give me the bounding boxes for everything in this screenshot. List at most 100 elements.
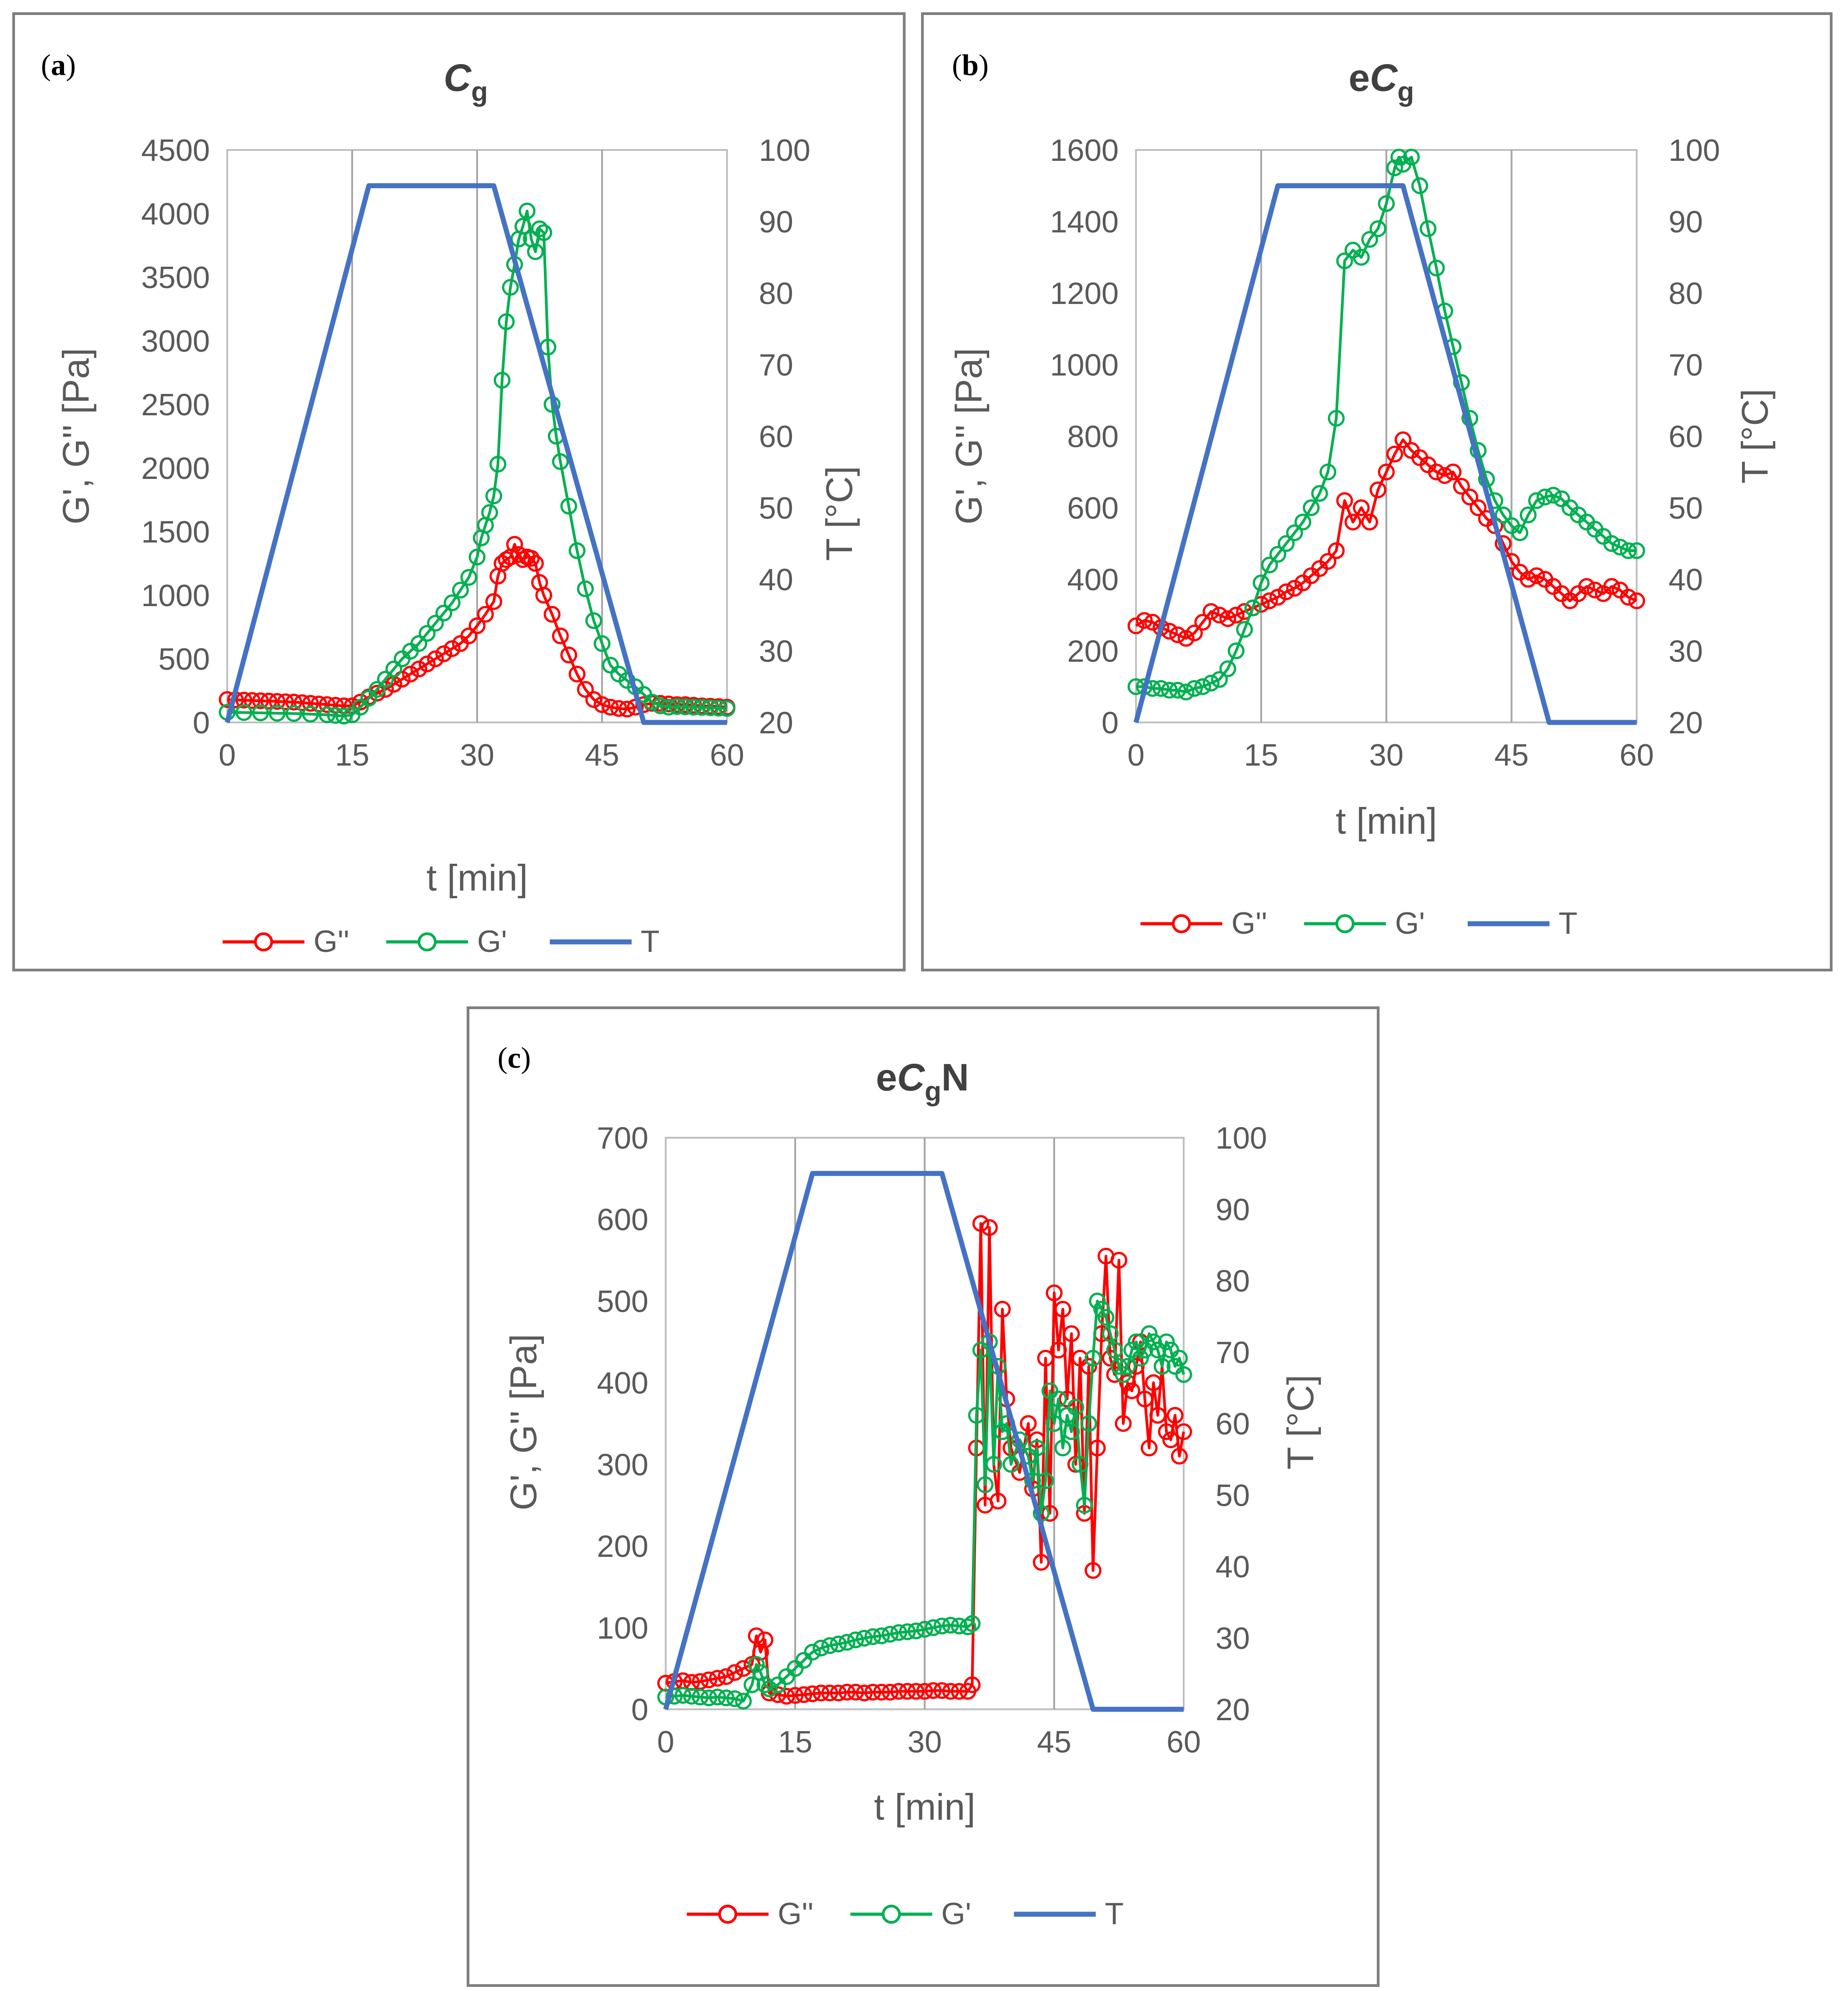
data-point xyxy=(1046,1415,1063,1432)
data-point xyxy=(1093,1300,1110,1318)
legend-label: G'' xyxy=(314,924,349,959)
data-point xyxy=(942,1683,959,1700)
data-point xyxy=(1046,1284,1063,1301)
data-point xyxy=(933,1682,951,1699)
data-point xyxy=(1403,149,1420,166)
data-point xyxy=(1028,1439,1046,1457)
data-point xyxy=(994,1300,1011,1318)
data-point xyxy=(514,218,532,235)
data-point xyxy=(1050,1390,1067,1408)
data-point xyxy=(1161,682,1178,699)
data-point xyxy=(702,699,719,717)
y-left-tick-label: 500 xyxy=(159,642,210,677)
data-point xyxy=(890,1683,907,1700)
data-point xyxy=(743,1676,761,1693)
data-point xyxy=(830,1635,847,1653)
data-point xyxy=(1620,542,1637,559)
data-point xyxy=(787,1687,804,1704)
data-point xyxy=(710,700,727,717)
data-point xyxy=(1119,1358,1136,1375)
y-left-tick-label: 3500 xyxy=(141,260,210,295)
data-point xyxy=(976,1476,994,1493)
x-tick-label: 45 xyxy=(585,738,619,772)
data-point xyxy=(964,1615,981,1632)
data-point xyxy=(899,1683,916,1700)
data-point xyxy=(427,650,444,667)
data-point xyxy=(1054,1300,1071,1318)
data-point xyxy=(882,1626,899,1643)
data-point xyxy=(882,1683,899,1701)
data-point xyxy=(1461,488,1479,506)
legend-item: T xyxy=(550,924,660,959)
data-point xyxy=(585,612,603,629)
data-point xyxy=(1111,1252,1127,1269)
legend-label: T xyxy=(641,924,660,959)
data-point xyxy=(1115,1415,1132,1432)
legend-marker xyxy=(1172,914,1191,933)
data-point xyxy=(252,704,269,722)
x-tick-label: 60 xyxy=(1619,738,1654,772)
data-point xyxy=(1328,542,1345,559)
data-point xyxy=(709,1688,726,1706)
y-left-tick-label: 400 xyxy=(1067,562,1119,597)
data-point xyxy=(838,1634,856,1651)
data-point xyxy=(1294,513,1311,531)
data-point xyxy=(585,691,603,708)
x-tick-label: 30 xyxy=(907,1725,942,1759)
y-right-tick-label: 50 xyxy=(759,491,793,526)
data-point xyxy=(1132,1349,1149,1367)
data-point xyxy=(1158,1333,1175,1350)
data-point xyxy=(757,1631,773,1648)
data-point xyxy=(830,1684,847,1702)
legend-marker xyxy=(418,932,437,951)
data-point xyxy=(968,1407,985,1424)
y-right-tick-label: 60 xyxy=(1215,1407,1250,1441)
y-left-tick-label: 0 xyxy=(631,1692,648,1727)
y-left-tick-label: 0 xyxy=(193,706,210,740)
data-point xyxy=(821,1684,838,1702)
data-point xyxy=(1236,621,1253,638)
data-point xyxy=(1020,1415,1037,1432)
data-point xyxy=(489,456,507,473)
series-G-prime xyxy=(219,202,736,725)
data-point xyxy=(493,372,511,389)
legend-marker xyxy=(718,1905,737,1924)
data-point xyxy=(543,606,561,623)
data-point xyxy=(1194,614,1211,631)
data-point xyxy=(1328,410,1345,427)
y-right-tick-label: 30 xyxy=(1215,1621,1250,1656)
data-point xyxy=(452,582,469,599)
y-left-tick-label: 400 xyxy=(597,1366,648,1400)
data-point xyxy=(1033,1554,1050,1571)
data-point xyxy=(812,1684,830,1702)
data-point xyxy=(319,696,336,713)
data-point xyxy=(1361,231,1378,248)
data-point xyxy=(1611,538,1629,556)
data-point xyxy=(873,1683,890,1701)
data-point xyxy=(1286,580,1303,597)
data-point xyxy=(1080,1415,1097,1432)
x-axis-label: t [min] xyxy=(874,1787,975,1828)
legend-marker xyxy=(1335,914,1355,933)
y-right-tick-label: 70 xyxy=(1669,348,1703,383)
data-point xyxy=(460,569,478,586)
panel-label: (c) xyxy=(498,1041,531,1075)
x-tick-label: 15 xyxy=(335,738,369,772)
y-right-tick-label: 100 xyxy=(759,133,810,168)
data-point xyxy=(864,1628,882,1645)
data-point xyxy=(1169,682,1186,699)
data-point xyxy=(692,1688,709,1706)
data-point xyxy=(1063,1423,1080,1440)
y-left-tick-label: 1000 xyxy=(141,578,210,613)
data-point xyxy=(377,671,394,688)
data-point xyxy=(1420,220,1437,237)
data-point xyxy=(1111,1358,1127,1375)
data-point xyxy=(1085,1349,1101,1367)
data-point xyxy=(717,1689,735,1707)
data-point xyxy=(527,555,544,572)
data-point xyxy=(252,692,269,709)
data-point xyxy=(1063,1325,1080,1342)
data-point xyxy=(1067,1456,1084,1473)
data-point xyxy=(285,705,303,722)
data-point xyxy=(890,1624,907,1641)
